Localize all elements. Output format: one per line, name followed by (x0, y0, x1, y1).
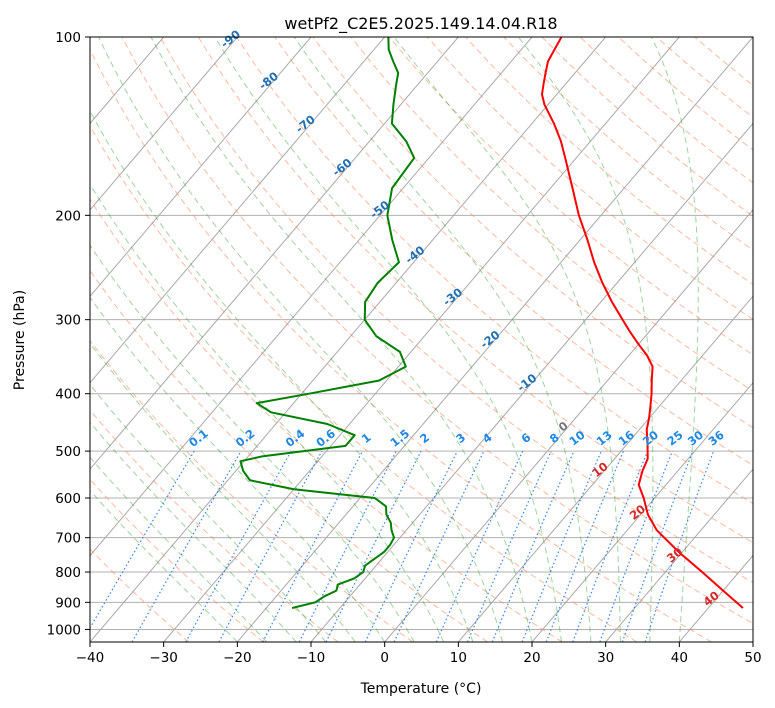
dry-adiabat-line (236, 37, 753, 505)
moist-adiabat-line (90, 456, 268, 642)
moist-adiabat-line (150, 37, 533, 642)
dry-adiabat-line (197, 37, 753, 544)
moist-adiabat-lines (90, 37, 699, 642)
dry-adiabat-lines (90, 37, 753, 642)
moist-adiabat-line (90, 183, 445, 642)
mixing-ratio-line (599, 450, 673, 642)
dry-adiabat-line (90, 48, 712, 642)
dry-adiabat-line (388, 37, 753, 356)
moist-adiabat-line (90, 342, 356, 642)
y-tick-label: 900 (55, 595, 81, 611)
x-tick-label: −20 (223, 650, 252, 666)
x-tick-label: −10 (297, 650, 326, 666)
y-axis-title: Pressure (hPa) (12, 290, 28, 390)
isotherm-lines (90, 37, 753, 642)
isotherm-line (90, 37, 238, 211)
isotherm-line (384, 209, 753, 642)
mixing-ratio-line (521, 450, 602, 642)
moist-adiabat-line (393, 37, 621, 642)
isotherm-line (90, 37, 386, 384)
y-tick-label: 600 (55, 491, 81, 507)
series-layer (239, 37, 744, 609)
y-tick-label: 800 (55, 565, 81, 581)
moist-adiabat-line (90, 296, 386, 642)
mixing-ratio-line (325, 450, 422, 642)
moist-adiabat-line (214, 37, 562, 642)
isotherm-line (163, 37, 680, 642)
dry-adiabat-line (121, 37, 753, 625)
y-tick-label: 1000 (47, 622, 81, 638)
x-tick-label: 30 (597, 650, 614, 666)
dry-adiabat-line (90, 125, 638, 642)
dry-adiabat-line (90, 478, 264, 642)
y-axis: 100 200 300 400 500 600 700 800 900 1000 (47, 30, 90, 638)
moist-adiabat-line (90, 421, 297, 642)
dry-adiabat-line (90, 198, 563, 642)
x-tick-label: 50 (744, 650, 761, 666)
x-axis: −40 −30 −20 −10 0 10 20 30 40 50 (76, 642, 762, 666)
chart-title: wetPf2_C2E5.2025.149.14.04.R18 (284, 14, 557, 34)
mixing-ratio-line (218, 450, 323, 642)
x-tick-label: 20 (523, 650, 540, 666)
dry-adiabat-line (90, 548, 190, 642)
moist-adiabat-line (651, 37, 699, 642)
pressure-gridlines (90, 37, 753, 630)
plot-frame (89, 36, 754, 643)
moist-adiabat-line (90, 109, 474, 642)
mixing-ratio-line (185, 450, 292, 642)
isotherm-line (605, 468, 753, 642)
isotherm-line (90, 37, 459, 470)
moist-adiabat-line (517, 37, 654, 642)
isotherm-line (90, 37, 533, 557)
mixing-ratio-line (545, 450, 624, 642)
y-tick-label: 400 (55, 387, 81, 403)
dewpoint-profile-line (239, 37, 416, 609)
x-axis-title: Temperature (°C) (360, 681, 482, 697)
y-tick-label: 200 (55, 208, 81, 224)
dry-adiabat-line (90, 339, 414, 642)
mixing-ratio-line (621, 450, 694, 642)
mixing-ratio-line (435, 450, 524, 642)
mixing-ratio-line (644, 450, 715, 642)
moist-adiabat-line (90, 383, 327, 642)
isotherm-line (310, 122, 753, 642)
x-tick-label: 10 (450, 650, 467, 666)
isotherm-line (457, 295, 753, 642)
isotherm-line (531, 381, 753, 642)
x-tick-label: −40 (76, 650, 105, 666)
isotherm-line (90, 37, 312, 298)
mixing-ratio-lines (90, 450, 715, 642)
moist-adiabat-line (98, 37, 504, 642)
moist-adiabat-line (293, 37, 592, 642)
mixing-ratio-line (491, 450, 575, 642)
dry-adiabat-line (274, 37, 753, 466)
isotherm-line (90, 37, 607, 642)
y-tick-label: 300 (55, 313, 81, 329)
x-tick-label: 0 (380, 650, 389, 666)
x-tick-label: 40 (671, 650, 688, 666)
y-tick-label: 500 (55, 444, 81, 460)
plot-area (90, 37, 753, 642)
mixing-ratio-line (572, 450, 649, 642)
isotherm-line (236, 37, 753, 642)
mixing-ratio-line (466, 450, 552, 642)
dry-adiabat-line (159, 37, 753, 584)
temperature-profile-line (541, 37, 744, 609)
dry-adiabat-line (312, 37, 753, 429)
y-tick-label: 700 (55, 531, 81, 547)
moist-adiabat-line (90, 244, 415, 642)
dry-adiabat-line (350, 37, 753, 392)
x-tick-label: −30 (149, 650, 178, 666)
y-tick-label: 100 (55, 30, 81, 46)
mixing-ratio-line (298, 450, 397, 642)
